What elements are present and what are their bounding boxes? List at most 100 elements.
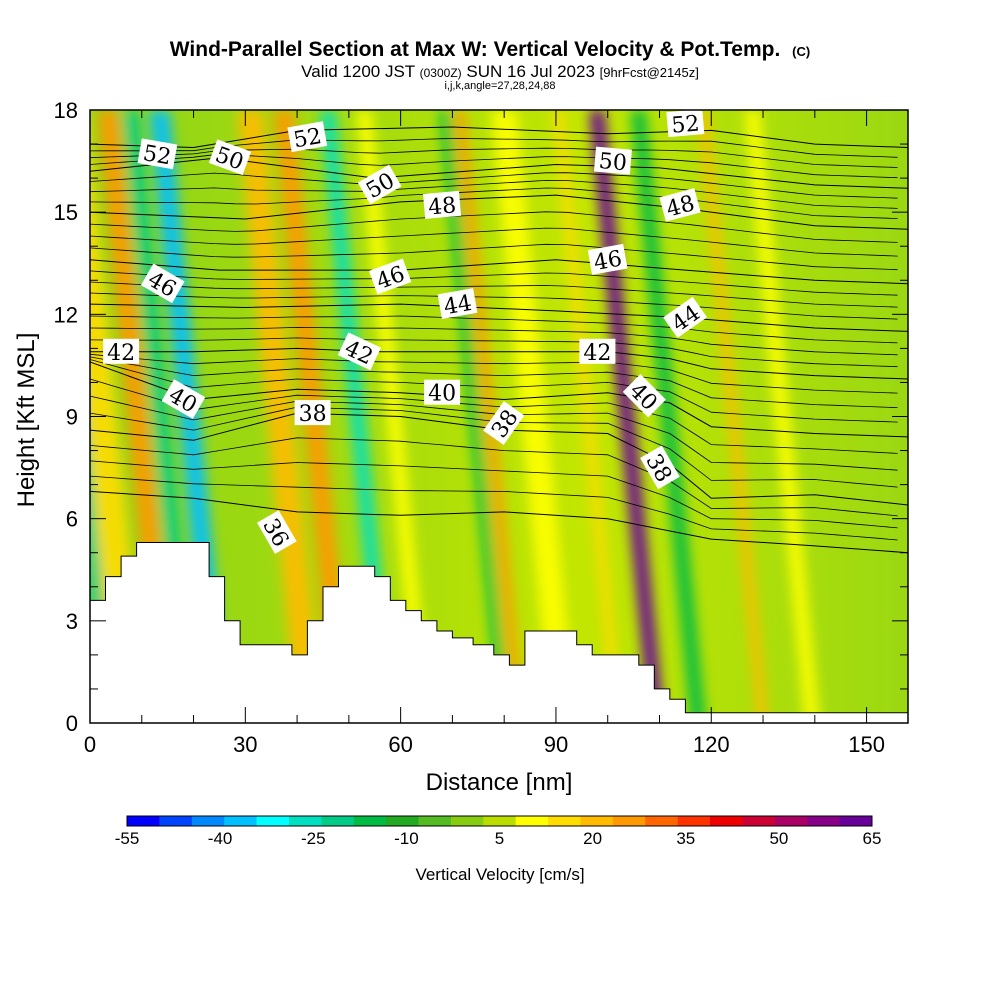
colorbar-tick-label: 20 [583,829,602,848]
x-tick-label: 90 [544,732,568,757]
theta-contour-40 [90,361,908,438]
colorbar-swatch [742,816,776,826]
x-tick-label: 120 [693,732,730,757]
svg-text:Wind-Parallel Section at Max W: Wind-Parallel Section at Max W: Vertical… [170,38,810,61]
contour-label-box [161,379,206,419]
contour-label-text: 48 [427,193,457,220]
theta-contour-minor [90,359,898,423]
contour-label-42: 42 [103,338,140,366]
theta-contour-minor [90,315,898,344]
colorbar-swatch [353,816,387,826]
contour-label-box [640,445,680,490]
colorbar-swatch [839,816,873,826]
contour-label-box [287,121,328,153]
theta-contour-38 [90,412,908,506]
theta-contour-minor [90,292,898,320]
x-tick-label: 60 [388,732,412,757]
contour-label-text: 50 [598,149,628,176]
x-tick-label: 30 [233,732,257,757]
colorbar-swatch [580,816,614,826]
terrain-mask [90,542,908,723]
contour-label-box [140,263,185,304]
theta-contour-46 [90,259,908,285]
theta-contour-minor [90,460,898,529]
contour-label-box [103,338,140,364]
y-tick-label: 3 [66,609,78,634]
contour-label-box [663,296,708,338]
theta-contour-minor [90,187,898,219]
theta-contour-minor [90,270,898,296]
theta-contour-minor [90,353,898,394]
theta-contour-minor [90,356,898,408]
theta-contour-48 [90,194,908,230]
contour-label-text: 52 [670,111,700,138]
y-tick-label: 12 [54,302,78,327]
colorbar-swatch [256,816,290,826]
colorbar-title: Vertical Velocity [cm/s] [415,865,584,884]
velocity-band-15 [697,110,769,723]
colorbar-frame [126,815,873,827]
contour-label-46: 46 [587,243,628,276]
colorbar-swatch [612,816,646,826]
contour-label-text: 52 [141,141,173,170]
contour-label-text: 38 [299,402,327,427]
contour-label-box [483,401,525,445]
contour-label-box [622,374,666,418]
contour-label-52: 52 [137,138,178,171]
contour-label-box [659,188,701,222]
colorbar-swatch [418,816,452,826]
terrain-outline [90,542,908,723]
x-tick-labels: 0 30 60 90 120 150 [84,732,885,757]
colorbar-swatch [191,816,225,826]
contour-label-text: 40 [428,382,456,407]
contour-label-box [137,138,178,170]
colorbar-tick-label: 5 [495,829,504,848]
theta-contour-52 [90,126,908,149]
theta-contours [90,126,908,554]
theta-contour-minor [90,211,898,243]
contour-label-box [593,146,632,175]
contour-label-50: 50 [208,139,252,176]
x-tick-label: 150 [848,732,885,757]
svg-text:Valid 1200 JST (0300Z): Valid 1200 JST (0300Z) SUN 16 Jul 2023 [… [301,62,699,81]
contour-label-40: 40 [424,379,461,407]
theta-contour-36 [90,490,908,554]
colorbar-tick-label: -10 [394,829,419,848]
colorbar-swatch [807,816,841,826]
contour-label-box [357,164,402,205]
contour-label-38: 38 [294,400,331,427]
velocity-band-7 [319,110,396,723]
theta-contour-minor [90,281,898,308]
colorbar-tick-label: -40 [208,829,233,848]
colorbar-tick-label: 65 [863,829,882,848]
velocity-band-11 [490,110,577,723]
colorbar-swatch [483,816,517,826]
theta-contour-minor [90,378,898,454]
y-tick-label: 18 [54,98,78,123]
velocity-band-5 [237,110,323,723]
contour-label-48: 48 [423,190,462,221]
contour-label-box [423,190,462,219]
contour-label-box [294,400,331,426]
chart-title: Wind-Parallel Section at Max W: Vertical… [170,38,781,61]
contour-label-text: 52 [292,124,324,153]
forecast-info: [9hrFcst@2145z] [600,65,699,80]
theta-contour-44 [90,303,908,332]
colorbar-swatch [288,816,322,826]
title-units: (C) [792,44,810,59]
x-axis-title: Distance [nm] [426,769,573,796]
contour-label-box [666,110,705,138]
valid-time: Valid 1200 JST [301,62,415,81]
colorbar-swatch [710,816,743,826]
contour-label-text: 42 [107,341,135,366]
theta-contour-minor [90,227,898,257]
colorbar-swatch [386,816,420,826]
colorbar-swatch [127,816,160,826]
colorbar-swatch [159,816,193,826]
colorbar-tick-label: -25 [301,829,326,848]
colorbar-swatch [677,816,711,826]
theta-contour-minor [90,179,898,209]
colorbar-swatch [515,816,549,826]
